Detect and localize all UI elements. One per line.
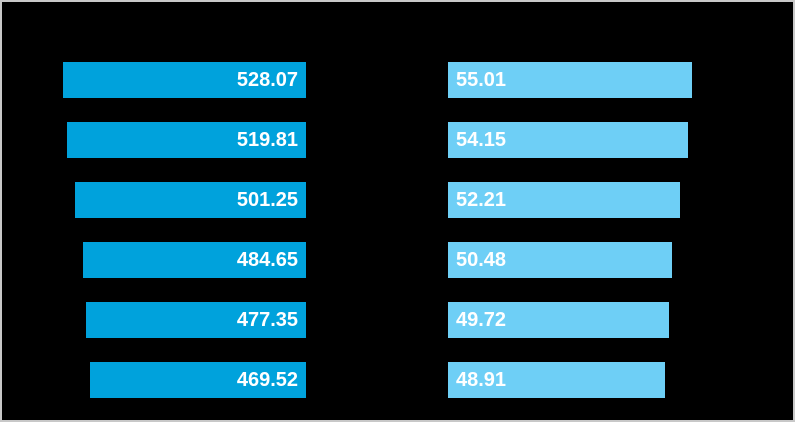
right-bar-value: 55.01 [456, 69, 507, 91]
left-bar: 484.65 [83, 242, 306, 278]
chart-row: 484.65 50.48 [2, 242, 793, 278]
left-bar: 528.07 [63, 62, 306, 98]
right-bar: 55.01 [448, 62, 692, 98]
left-bar: 477.35 [86, 302, 306, 338]
left-bar-value: 484.65 [236, 249, 298, 271]
left-bar-value: 528.07 [236, 69, 298, 91]
left-bar: 469.52 [90, 362, 306, 398]
chart-row: 477.35 49.72 [2, 302, 793, 338]
chart-row: 519.81 54.15 [2, 122, 793, 158]
right-bar-value: 52.21 [456, 189, 507, 211]
left-bar-value: 477.35 [236, 309, 298, 331]
left-bar-value: 501.25 [236, 189, 298, 211]
right-bar-value: 49.72 [456, 309, 507, 331]
left-bar: 501.25 [75, 182, 306, 218]
chart-row: 528.07 55.01 [2, 62, 793, 98]
right-bar-value: 48.91 [456, 369, 507, 391]
right-bar: 48.91 [448, 362, 665, 398]
left-bar: 519.81 [67, 122, 306, 158]
right-bar-value: 54.15 [456, 129, 507, 151]
left-bar-value: 469.52 [236, 369, 298, 391]
right-bar: 54.15 [448, 122, 688, 158]
right-bar-value: 50.48 [456, 249, 507, 271]
left-bar-value: 519.81 [236, 129, 298, 151]
chart-row: 501.25 52.21 [2, 182, 793, 218]
right-bar: 49.72 [448, 302, 669, 338]
right-bar: 50.48 [448, 242, 672, 278]
right-bar: 52.21 [448, 182, 680, 218]
chart-row: 469.52 48.91 [2, 362, 793, 398]
